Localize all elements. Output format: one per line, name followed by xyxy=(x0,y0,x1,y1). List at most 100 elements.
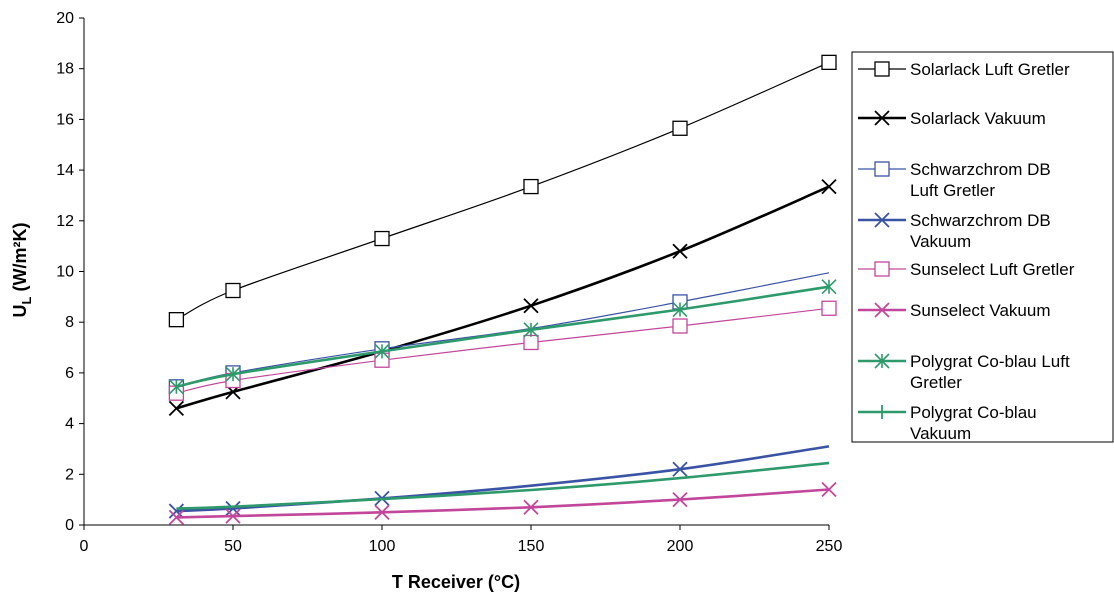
marker-stroke xyxy=(168,509,185,526)
data-point xyxy=(523,178,539,195)
plot-area xyxy=(168,54,837,526)
legend-item: Solarlack Luft Gretler xyxy=(858,60,1070,79)
legend-swatch-marker xyxy=(874,161,890,177)
series-line xyxy=(176,488,830,519)
marker-stroke xyxy=(874,302,890,318)
marker-stroke xyxy=(672,243,688,259)
legend-swatch-marker xyxy=(874,302,890,318)
legend-label: Polygrat Co-blau Luft Gretler xyxy=(910,352,1070,392)
data-point xyxy=(168,312,185,328)
data-point xyxy=(523,322,539,338)
legend-label-line: Vakuum xyxy=(910,232,971,251)
data-point xyxy=(523,499,539,515)
y-axis-title: UL (W/m²K) xyxy=(10,223,34,318)
legend-swatch-marker xyxy=(874,261,890,277)
legend-swatch-marker xyxy=(875,405,889,419)
marker-stroke xyxy=(168,503,185,519)
x-tick-label: 150 xyxy=(518,538,545,555)
data-point xyxy=(672,461,688,477)
series-line xyxy=(176,461,830,510)
legend-label-line: Polygrat Co-blau xyxy=(910,403,1037,422)
data-point xyxy=(672,243,688,259)
legend-label: Schwarzchrom DB Vakuum xyxy=(910,211,1051,251)
data-point xyxy=(374,230,390,247)
legend-label-line: Vakuum xyxy=(910,424,971,443)
legend-label: Sunselect Vakuum xyxy=(910,301,1050,320)
legend-label-line: Gretler xyxy=(910,373,962,392)
y-tick-label: 20 xyxy=(56,10,74,27)
data-point xyxy=(374,504,390,520)
data-point xyxy=(821,178,837,195)
x-tick-label: 250 xyxy=(816,538,843,555)
legend-label-line: Solarlack Vakuum xyxy=(910,109,1046,128)
legend-label-line: Sunselect Luft Gretler xyxy=(910,260,1075,279)
marker-stroke xyxy=(374,504,390,520)
x-tick-label: 50 xyxy=(224,538,242,555)
data-point xyxy=(821,54,837,71)
data-point xyxy=(821,279,837,295)
legend-item: Sunselect Vakuum xyxy=(858,301,1050,320)
series-6 xyxy=(168,481,837,526)
marker-stroke xyxy=(225,508,241,524)
series-line xyxy=(176,185,830,410)
marker-stroke xyxy=(821,481,837,498)
series-2 xyxy=(168,178,837,417)
data-point xyxy=(225,282,241,299)
marker-stroke xyxy=(168,400,185,417)
data-point xyxy=(523,334,539,351)
marker-stroke xyxy=(523,298,539,314)
marker-stroke xyxy=(672,492,688,508)
legend-label-line: Sunselect Vakuum xyxy=(910,301,1050,320)
legend-swatch-marker xyxy=(874,110,890,126)
y-tick-label: 6 xyxy=(65,365,74,382)
legend-label: Schwarzchrom DB Luft Gretler xyxy=(910,160,1051,200)
legend: Solarlack Luft Gretler Solarlack Vakuum Sc… xyxy=(851,51,1114,443)
data-point xyxy=(225,500,241,517)
legend-item: Polygrat Co-blau Vakuum xyxy=(858,403,1037,443)
legend-label: Sunselect Luft Gretler xyxy=(910,260,1075,279)
marker-stroke xyxy=(672,461,688,477)
series-line xyxy=(176,61,830,321)
marker-stroke xyxy=(874,110,890,126)
data-point xyxy=(672,492,688,508)
series-1 xyxy=(168,54,837,328)
y-tick-label: 0 xyxy=(65,517,74,534)
legend-label-line: Polygrat Co-blau Luft xyxy=(910,352,1070,371)
legend-label-line: Schwarzchrom DB xyxy=(910,211,1051,230)
data-point xyxy=(374,343,390,359)
marker-stroke xyxy=(821,178,837,195)
x-tick-label: 100 xyxy=(369,538,396,555)
legend-item: Sunselect Luft Gretler xyxy=(858,260,1075,279)
series-8 xyxy=(176,461,830,510)
y-tick-label: 18 xyxy=(56,61,74,78)
data-point xyxy=(672,318,688,334)
legend-label: Polygrat Co-blau Vakuum xyxy=(910,403,1037,443)
series-4 xyxy=(168,445,830,519)
marker-stroke xyxy=(874,212,890,228)
marker-stroke xyxy=(225,500,241,517)
legend-label-line: Luft Gretler xyxy=(910,181,995,200)
legend-item: Solarlack Vakuum xyxy=(858,109,1046,128)
data-point xyxy=(168,400,185,417)
data-point xyxy=(672,301,688,318)
legend-swatch-marker xyxy=(874,353,890,369)
y-tick-label: 12 xyxy=(56,213,74,230)
x-tick-label: 200 xyxy=(667,538,694,555)
legend-swatch-marker xyxy=(874,212,890,228)
data-point xyxy=(168,503,185,519)
x-axis-title: T Receiver (°C) xyxy=(392,572,520,592)
data-point xyxy=(821,300,837,316)
legend-item: Schwarzchrom DB Luft Gretler xyxy=(858,160,1051,200)
series-7 xyxy=(168,279,837,395)
data-point xyxy=(523,298,539,314)
legend-label: Solarlack Luft Gretler xyxy=(910,60,1070,79)
series-line xyxy=(176,285,830,389)
y-tick-label: 16 xyxy=(56,111,74,128)
marker-stroke xyxy=(523,499,539,515)
legend-item: Schwarzchrom DB Vakuum xyxy=(858,211,1051,251)
legend-label-line: Schwarzchrom DB xyxy=(910,160,1051,179)
legend-swatch-marker xyxy=(874,61,890,77)
data-point xyxy=(672,120,688,136)
